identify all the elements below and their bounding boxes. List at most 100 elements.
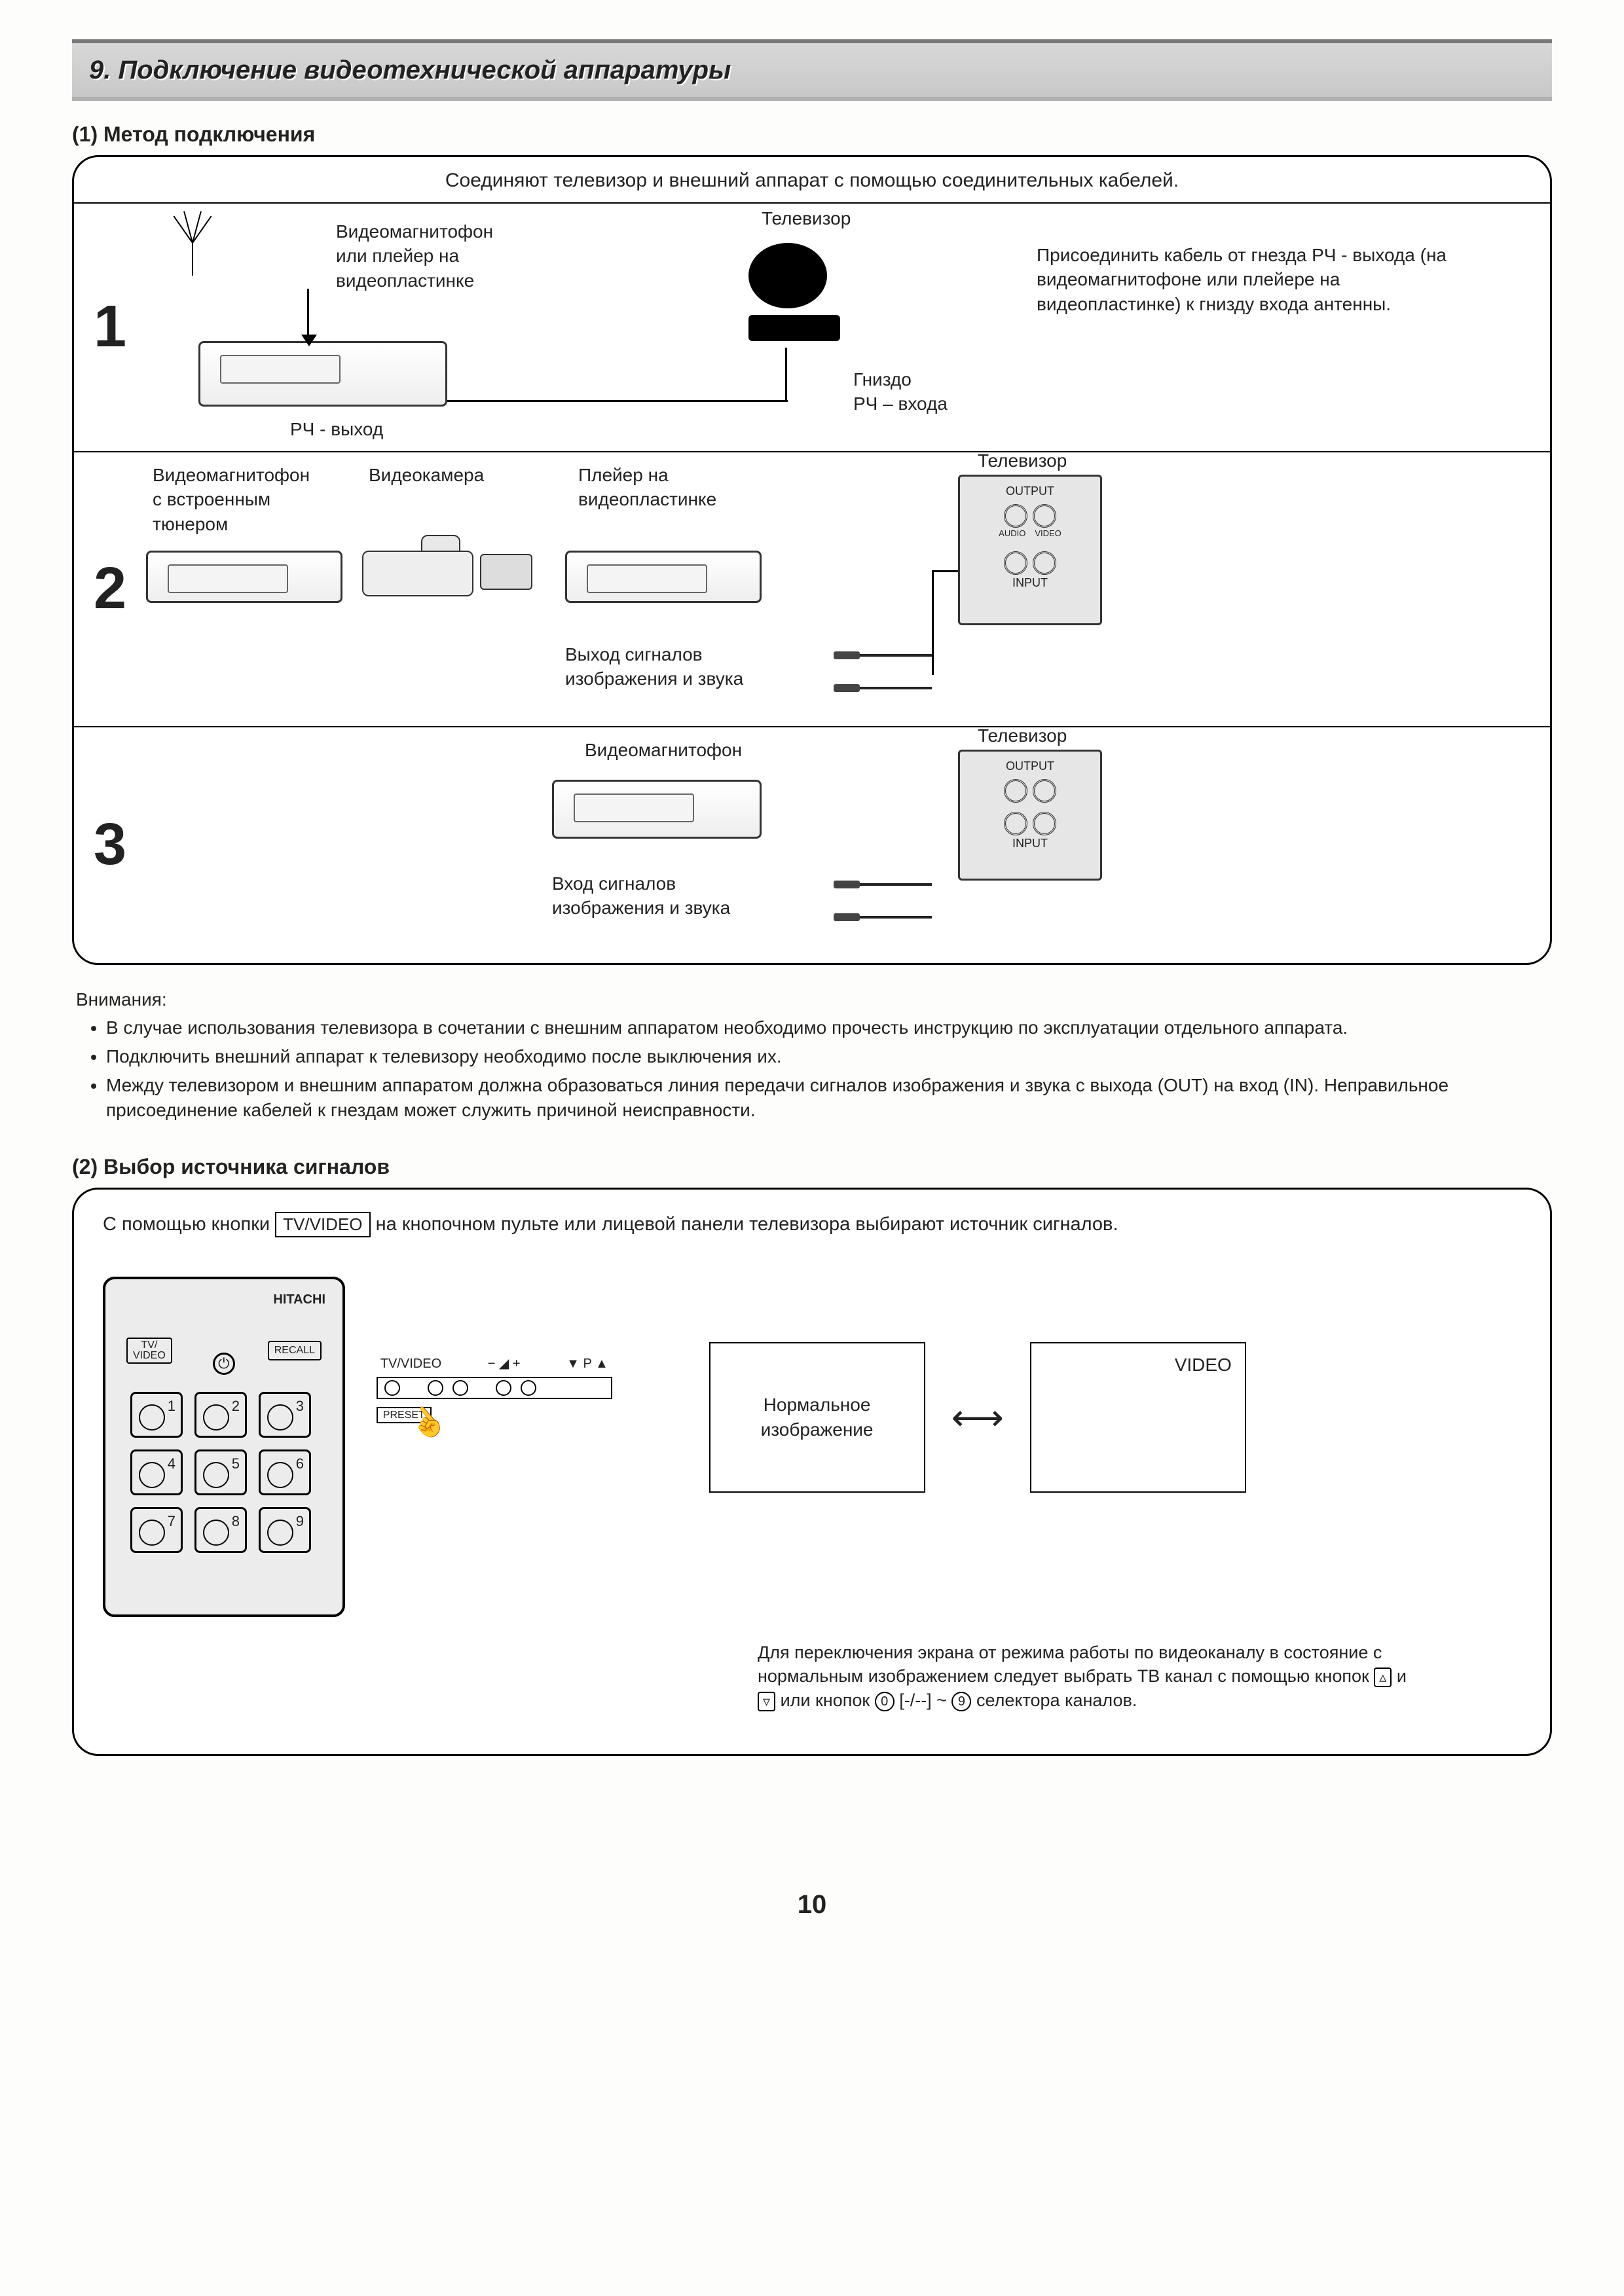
- rf-out-label: РЧ - выход: [290, 417, 383, 442]
- jack-label: AUDIO: [999, 528, 1025, 539]
- text: С помощью кнопки: [103, 1214, 275, 1235]
- device-label: Плейер на видеопластинке: [578, 463, 716, 513]
- jack-icon: [1004, 812, 1027, 835]
- num-button: 5: [194, 1449, 247, 1495]
- method-row-3: 3 Видеомагнитофон Вход сигналов изображе…: [74, 727, 1550, 963]
- num-button: 7: [130, 1507, 183, 1553]
- screen-state-diagram: Нормальное изображение ⟷ VIDEO: [709, 1342, 1246, 1493]
- pointing-hand-icon: ☝: [401, 1396, 453, 1449]
- jack-icon: [1033, 504, 1056, 528]
- panel-label: TV/VIDEO: [380, 1355, 441, 1373]
- rca-cable-icon: [834, 642, 932, 667]
- normal-screen: Нормальное изображение: [709, 1342, 925, 1493]
- instruction-line: С помощью кнопки TV/VIDEO на кнопочном п…: [103, 1212, 1521, 1237]
- tv-rear-panel: OUTPUT INPUT: [958, 750, 1102, 881]
- cable-line: [932, 570, 934, 675]
- panel-label: − ◢ +: [488, 1355, 521, 1373]
- method-row-1: 1 Видеомагнитофон или плейер на видеопла…: [74, 204, 1550, 452]
- video-screen: VIDEO: [1030, 1342, 1246, 1493]
- vcr-label: Видеомагнитофон или плейер на видеопласт…: [336, 219, 493, 293]
- rca-cable-icon: [834, 904, 932, 929]
- tv-video-button: TV/ VIDEO: [126, 1338, 172, 1364]
- up-key-icon: ▵: [1374, 1667, 1392, 1687]
- num-button: 8: [194, 1507, 247, 1553]
- panel-button-icon: [384, 1380, 400, 1396]
- num-button: 2: [194, 1392, 247, 1438]
- instruction-text: Присоединить кабель от гнезда РЧ - выход…: [1037, 243, 1488, 317]
- panel-intro: Соединяют телевизор и внешний аппарат с …: [74, 157, 1550, 204]
- vcr-device-icon: [552, 780, 762, 839]
- jack-icon: [1004, 779, 1027, 803]
- arrow-line: [307, 289, 309, 341]
- output-label: OUTPUT: [969, 758, 1091, 774]
- arrow-head-icon: [301, 335, 317, 346]
- double-arrow-icon: ⟷: [951, 1393, 1004, 1442]
- output-signal-label: Выход сигналов изображения и звука: [565, 642, 743, 692]
- rca-cable-icon: [834, 675, 932, 700]
- rf-in-label: Гниздо РЧ – входа: [853, 367, 948, 417]
- rca-cable-icon: [834, 871, 932, 896]
- remote-control-diagram: HITACHI TV/ VIDEO ⏻ RECALL 1 2 3 4 5 6 7…: [103, 1277, 345, 1617]
- output-label: OUTPUT: [969, 483, 1091, 499]
- section-header: 9. Подключение видеотехнической аппарату…: [72, 39, 1552, 101]
- power-icon: ⏻: [213, 1353, 235, 1375]
- num-button: 9: [259, 1507, 311, 1553]
- jack-icon: [1004, 551, 1027, 575]
- num-button: 3: [259, 1392, 311, 1438]
- text: на кнопочном пульте или лицевой панели т…: [376, 1214, 1118, 1235]
- cable-line: [785, 348, 787, 402]
- camcorder-icon: [362, 531, 532, 610]
- antenna-icon: [153, 217, 231, 276]
- attention-title: Внимания:: [76, 987, 1548, 1012]
- cable-line: [932, 570, 958, 572]
- tv-label: Телевизор: [762, 206, 851, 231]
- num-button: 1: [130, 1392, 183, 1438]
- panel-button-icon: [428, 1380, 443, 1396]
- tv-silhouette-icon: [748, 243, 840, 348]
- tv-video-key-label: TV/VIDEO: [275, 1212, 370, 1237]
- text: селектора каналов.: [976, 1690, 1137, 1710]
- cable-line: [447, 400, 788, 402]
- page-number: 10: [72, 1887, 1552, 1922]
- panel-button-icon: [521, 1380, 536, 1396]
- panel-button-icon: [496, 1380, 511, 1396]
- connection-methods-panel: Соединяют телевизор и внешний аппарат с …: [72, 155, 1552, 965]
- input-signal-label: Вход сигналов изображения и звука: [552, 871, 730, 921]
- subheading-2: (2) Выбор источника сигналов: [72, 1153, 1552, 1181]
- attention-block: Внимания: В случае использования телевиз…: [76, 987, 1548, 1123]
- device-label: Видеомагнитофон: [585, 738, 742, 763]
- text: и: [1397, 1666, 1407, 1686]
- tv-rear-panel: OUTPUT AUDIO VIDEO INPUT: [958, 475, 1102, 625]
- device-label: Видеокамера: [369, 463, 484, 488]
- vcr-device-icon: [198, 341, 447, 407]
- tv-label: Телевизор: [978, 723, 1067, 748]
- num-button: 4: [130, 1449, 183, 1495]
- panel-button-icon: [452, 1380, 468, 1396]
- tv-label: Телевизор: [978, 448, 1067, 473]
- subheading-1: (1) Метод подключения: [72, 120, 1552, 149]
- text: Для переключения экрана от режима работы…: [758, 1643, 1382, 1686]
- down-key-icon: ▿: [758, 1692, 775, 1711]
- row-number: 1: [74, 204, 146, 451]
- vcr-device-icon: [146, 551, 342, 603]
- jack-label: VIDEO: [1035, 528, 1061, 539]
- jack-icon: [1033, 779, 1056, 803]
- source-select-panel: С помощью кнопки TV/VIDEO на кнопочном п…: [72, 1188, 1552, 1756]
- panel-label: ▼ P ▲: [566, 1355, 608, 1373]
- jack-icon: [1033, 551, 1056, 575]
- input-label: INPUT: [969, 835, 1091, 851]
- method-row-2: 2 Видеомагнитофон с встроенным тюнером В…: [74, 452, 1550, 727]
- text: [-/--] ~: [899, 1690, 951, 1710]
- row-number: 2: [74, 452, 146, 726]
- recall-button: RECALL: [268, 1341, 322, 1360]
- row-number: 3: [74, 727, 146, 963]
- circled-number: 9: [951, 1692, 971, 1711]
- brand-label: HITACHI: [273, 1291, 325, 1309]
- attention-bullet: В случае использования телевизора в соче…: [106, 1015, 1548, 1040]
- attention-bullet: Между телевизором и внешним аппаратом до…: [106, 1073, 1548, 1123]
- circled-number: 0: [875, 1692, 895, 1711]
- jack-icon: [1004, 504, 1027, 528]
- input-label: INPUT: [969, 575, 1091, 591]
- attention-bullet: Подключить внешний аппарат к телевизору …: [106, 1044, 1548, 1069]
- jack-icon: [1033, 812, 1056, 835]
